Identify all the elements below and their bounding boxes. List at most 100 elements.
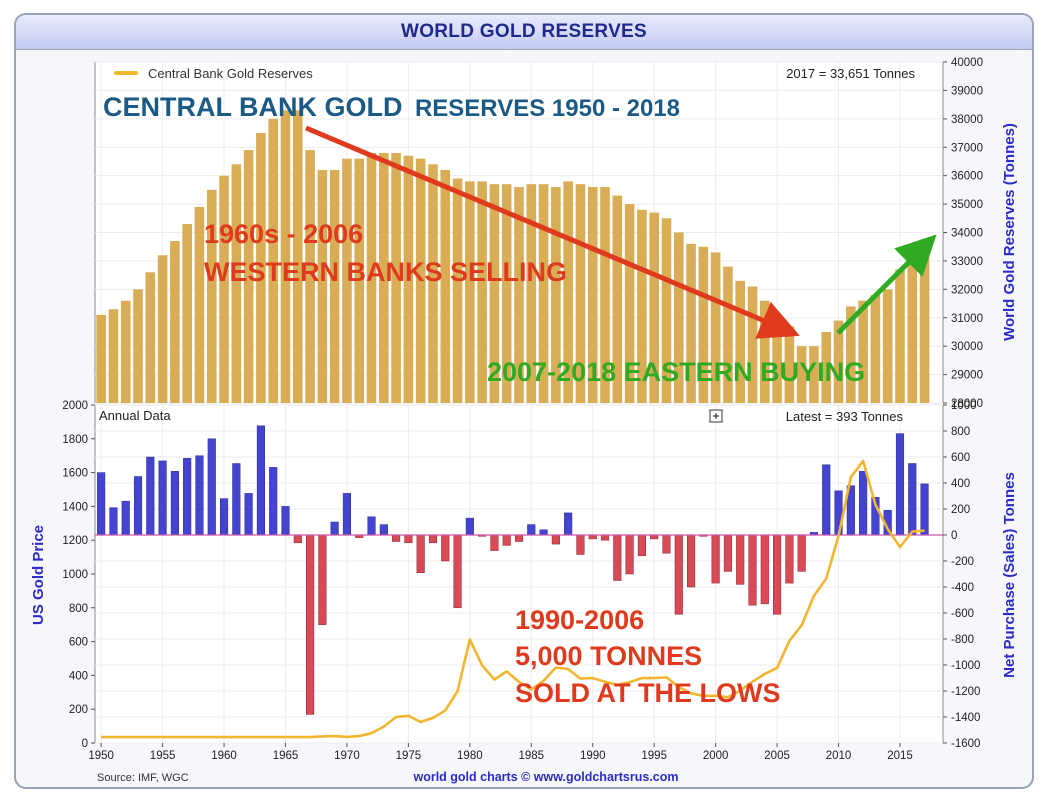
reserve-bar: [846, 306, 856, 403]
purchase-bar: [465, 517, 474, 536]
tick-label: -600: [951, 608, 974, 620]
reserve-bar: [182, 223, 192, 403]
tick-label: 34000: [951, 228, 983, 240]
sale-bar: [502, 534, 511, 546]
sale-bar: [625, 534, 634, 575]
reserve-bar: [96, 314, 106, 403]
tick-label: 40000: [951, 57, 983, 69]
reserve-bar: [157, 255, 168, 403]
legend-label: Central Bank Gold Reserves: [148, 66, 313, 81]
tick-label: 200: [951, 504, 970, 516]
sale-bar: [551, 534, 560, 545]
reserve-bar: [870, 295, 881, 403]
tick-label: 1965: [273, 750, 299, 762]
sale-bar: [711, 534, 720, 584]
reserve-bar: [428, 164, 438, 403]
reserve-bar: [735, 280, 746, 403]
reserve-axis-title: World Gold Reserves (Tonnes): [1001, 123, 1018, 341]
price-line: [101, 459, 925, 739]
reserve-bar: [280, 110, 291, 403]
reserve-bar: [452, 178, 463, 403]
purchase-bar: [195, 455, 204, 536]
reserve-bar: [268, 118, 278, 403]
eastern-buying-label: 2007-2018 EASTERN BUYING: [487, 357, 865, 387]
reserve-bar: [477, 181, 487, 403]
sale-bar: [674, 534, 683, 615]
tick-label: 600: [951, 452, 970, 464]
reserve-bar: [231, 164, 242, 403]
sale-bar: [318, 534, 327, 625]
tick-label: 35000: [951, 199, 983, 211]
tick-label: 800: [69, 603, 88, 615]
tick-label: 1990: [580, 750, 606, 762]
sale-bar: [760, 534, 769, 605]
purchase-bar: [146, 456, 155, 536]
purchase-bar: [859, 471, 868, 536]
reserve-bar: [256, 133, 266, 403]
sale-bar: [686, 534, 696, 588]
reserve-bar: [649, 212, 659, 403]
reserve-bar: [514, 187, 524, 403]
expand-icon[interactable]: [709, 409, 723, 423]
reserve-bar: [170, 241, 180, 403]
reserve-bar: [686, 243, 696, 403]
sale-bar: [293, 534, 302, 544]
tick-label: 400: [69, 670, 88, 682]
purchase-bar: [109, 507, 118, 536]
tick-label: 1200: [62, 535, 88, 547]
tick-label: 1995: [641, 750, 667, 762]
tick-label: 37000: [951, 142, 983, 154]
reserve-bar: [809, 346, 819, 403]
tick-label: 33000: [951, 256, 983, 268]
reserve-bar: [796, 346, 807, 403]
gold-reserves-chart: 28000 29000 30000 31000 32000 33000 34000 35000…: [30, 57, 1018, 784]
reserve-bar: [833, 320, 844, 403]
reserve-bar: [108, 309, 119, 403]
purchase-bar: [256, 425, 265, 536]
tick-label: -1600: [951, 738, 980, 750]
reserve-bar: [194, 206, 205, 403]
tick-label: 30000: [951, 341, 983, 353]
price-axis-title: US Gold Price: [30, 525, 47, 625]
tick-label: 2000: [703, 750, 729, 762]
purchase-bar: [527, 524, 536, 536]
purchase-bar: [379, 524, 388, 536]
tick-label: 800: [951, 426, 970, 438]
tick-label: -800: [951, 634, 974, 646]
tick-label: 1955: [150, 750, 176, 762]
reserve-bar: [206, 189, 217, 403]
selling-arrow: [305, 125, 800, 339]
reserve-bar: [624, 204, 635, 403]
reserve-bar: [587, 187, 598, 403]
purchase-bar: [232, 463, 241, 536]
reserve-bar: [354, 158, 365, 403]
tick-label: 2010: [826, 750, 852, 762]
purchase-bar: [342, 493, 352, 536]
tick-label: 36000: [951, 171, 983, 183]
reserve-bar: [612, 195, 623, 403]
credit-link[interactable]: world gold charts © www.goldchartsrus.co…: [412, 770, 678, 784]
purchase-bar: [183, 458, 192, 536]
purchase-bar: [281, 506, 290, 536]
reserve-bar: [342, 158, 352, 403]
top-latest-note: 2017 = 33,651 Tonnes: [786, 66, 915, 81]
year-axis-ticks: 1950 1955 1960 1965 1970 1975 1980 1985 1990 1995…: [88, 743, 913, 762]
sale-bar: [662, 534, 671, 554]
price-axis-ticks: 0 200 400 600 800 1000 1200 1400 1600 1800 2000: [62, 400, 95, 750]
tick-label: 1950: [88, 750, 114, 762]
tick-label: 28000: [951, 398, 983, 410]
purchase-bar: [367, 516, 376, 536]
reserve-bar: [145, 272, 156, 403]
reserve-bar: [292, 110, 303, 403]
chart-window: WORLD GOLD RESERVES 28000 29000 30000 31000…: [14, 13, 1034, 789]
tick-label: 31000: [951, 313, 983, 325]
sale-bar: [453, 534, 462, 609]
reserve-bar: [403, 155, 414, 403]
tick-label: 1970: [334, 750, 360, 762]
tick-label: 39000: [951, 85, 983, 97]
reserve-bar: [747, 286, 758, 403]
tick-label: 1400: [62, 501, 88, 513]
sale-bar: [428, 534, 438, 544]
tick-label: 600: [69, 637, 88, 649]
reserve-bar: [661, 218, 672, 403]
